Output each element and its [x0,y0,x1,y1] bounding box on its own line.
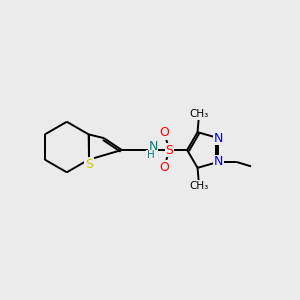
Text: H: H [147,150,154,160]
Text: S: S [85,158,93,171]
Text: N: N [148,140,158,153]
Text: CH₃: CH₃ [189,109,209,119]
Text: O: O [159,161,169,174]
Text: N: N [214,132,223,145]
Text: O: O [159,126,169,139]
Text: CH₃: CH₃ [189,181,209,191]
Text: S: S [165,143,173,157]
Text: N: N [214,155,223,168]
